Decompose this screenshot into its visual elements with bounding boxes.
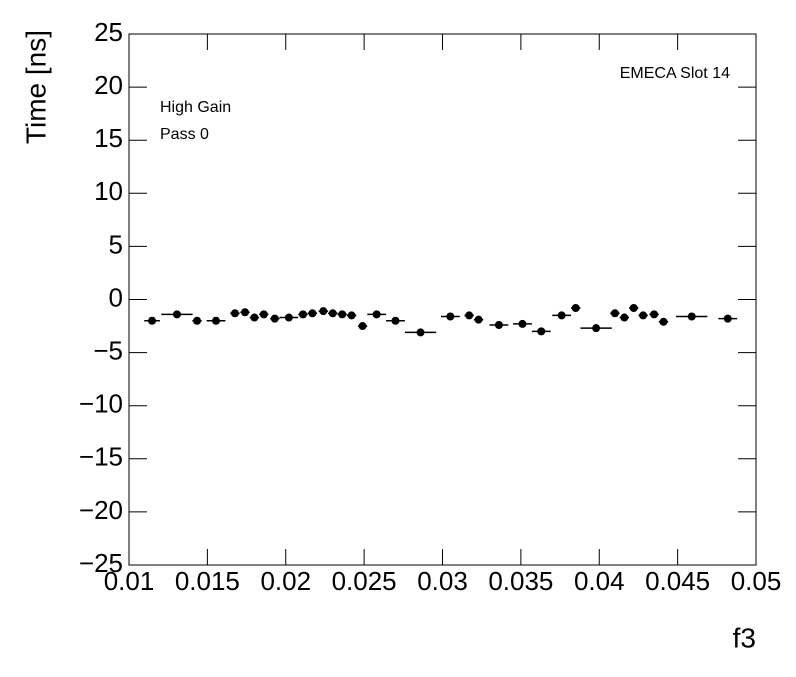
data-point (308, 309, 317, 318)
data-point (319, 307, 328, 316)
data-point (338, 310, 347, 319)
data-point (148, 316, 157, 325)
y-tick-label: −15 (79, 442, 123, 472)
data-point (659, 317, 668, 326)
x-axis-title: f3 (733, 622, 756, 653)
data-point (372, 310, 381, 319)
data-point (571, 303, 580, 312)
y-tick-label: 10 (94, 176, 123, 206)
data-point (347, 311, 356, 320)
data-point (391, 316, 400, 325)
x-tick-label: 0.045 (645, 566, 710, 596)
data-point (518, 319, 527, 328)
data-point (298, 310, 307, 319)
data-point (494, 320, 503, 329)
data-point (446, 312, 455, 321)
data-point (230, 309, 239, 318)
x-tick-label: 0.015 (175, 566, 240, 596)
annotation: High Gain (160, 99, 231, 116)
x-tick-label: 0.035 (488, 566, 553, 596)
y-axis-title: Time [ns] (20, 30, 51, 144)
y-tick-label: −20 (79, 495, 123, 525)
y-tick-label: 20 (94, 70, 123, 100)
y-tick-label: 15 (94, 123, 123, 153)
data-point (687, 312, 696, 321)
data-point (723, 314, 732, 323)
y-tick-label: 5 (109, 229, 123, 259)
x-tick-label: 0.05 (731, 566, 782, 596)
annotation: EMECA Slot 14 (620, 65, 730, 82)
data-point (270, 314, 279, 323)
data-point (240, 308, 249, 317)
data-point (416, 328, 425, 337)
y-tick-label: −5 (93, 335, 123, 365)
data-point (639, 311, 648, 320)
data-point (650, 310, 659, 319)
x-tick-label: 0.01 (104, 566, 155, 596)
y-tick-label: 0 (109, 282, 123, 312)
data-point (474, 315, 483, 324)
data-point (592, 324, 601, 333)
data-point (250, 313, 259, 322)
data-point (284, 313, 293, 322)
y-tick-label: −10 (79, 389, 123, 419)
annotation: Pass 0 (160, 126, 209, 143)
x-tick-label: 0.03 (417, 566, 468, 596)
data-point (328, 309, 337, 318)
data-point (629, 303, 638, 312)
y-tick-label: 25 (94, 17, 123, 47)
y-tick-label: −25 (79, 548, 123, 578)
data-point (193, 316, 202, 325)
data-point (259, 310, 268, 319)
x-tick-label: 0.04 (574, 566, 625, 596)
data-point (358, 322, 367, 331)
data-point (610, 309, 619, 318)
x-tick-label: 0.025 (332, 566, 397, 596)
data-point (172, 310, 181, 319)
x-tick-label: 0.02 (260, 566, 311, 596)
data-point (537, 327, 546, 336)
data-point (620, 313, 629, 322)
data-point (557, 311, 566, 320)
data-point (465, 311, 474, 320)
data-point (211, 316, 220, 325)
